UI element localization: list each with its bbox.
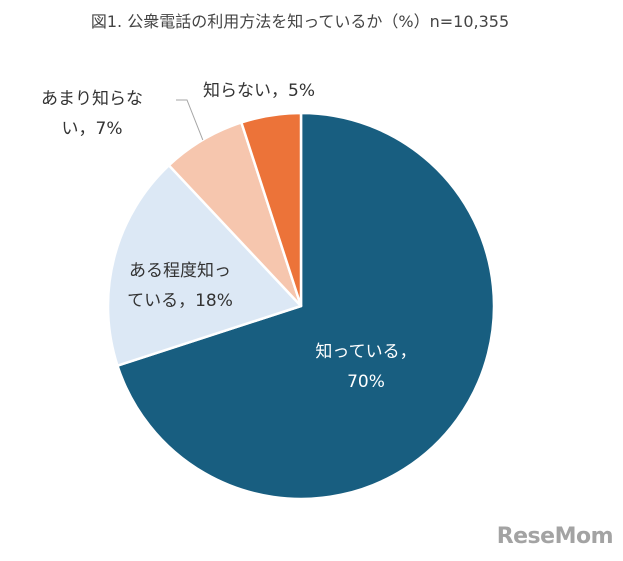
slice-label-knowing-line-2: 70% — [347, 372, 385, 392]
slice-label-not-knowing-line-1: 知らない，5% — [203, 81, 315, 101]
slice-label-knowing: 知っている， 70% — [315, 342, 416, 392]
slice-label-not-really-knowing-line-1: あまり知らな — [41, 89, 143, 109]
pie-slice-somewhat-knowing — [106, 164, 303, 367]
pie-slice-not-knowing — [240, 111, 303, 308]
slice-label-somewhat-knowing: ある程度知っている，18% — [127, 261, 233, 311]
slice-label-somewhat-knowing-line-1: ある程度知っ — [129, 261, 231, 281]
slice-label-somewhat-knowing-line-2: ている，18% — [127, 291, 233, 311]
slices-layer — [106, 111, 496, 501]
slice-label-not-really-knowing: あまり知らない，7% — [41, 89, 143, 139]
leader-line-not-really-knowing — [176, 99, 204, 141]
chart-title: 図1. 公衆電話の利用方法を知っているか（%）n=10,355 — [91, 12, 509, 31]
slice-label-not-really-knowing-line-2: い，7% — [62, 119, 123, 139]
pie-slice-knowing — [116, 111, 496, 501]
slice-label-knowing-line-1: 知っている， — [315, 342, 416, 362]
labels-layer: 知っている， 70% ある程度知っている，18% あまり知らない，7% 知らない，5% — [41, 81, 417, 392]
resemom-watermark-logo: ReseMom — [496, 524, 614, 549]
slice-label-not-knowing: 知らない，5% — [203, 81, 315, 101]
